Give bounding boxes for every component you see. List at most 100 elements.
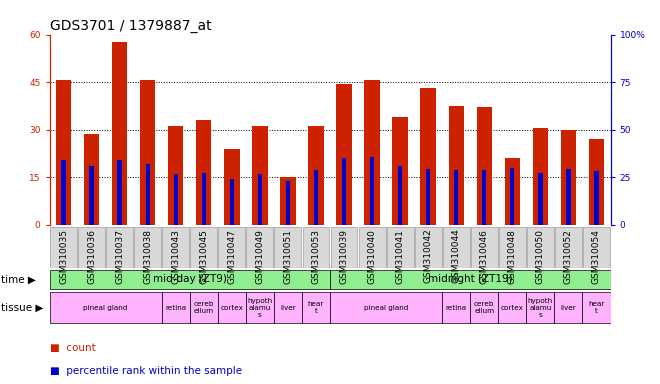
Bar: [555, 227, 582, 268]
Bar: [594, 171, 599, 225]
Bar: [162, 292, 190, 323]
Text: GSM310049: GSM310049: [255, 228, 265, 283]
Text: ■  count: ■ count: [50, 343, 95, 353]
Bar: [140, 81, 155, 225]
Bar: [252, 126, 267, 225]
Bar: [56, 81, 71, 225]
Bar: [50, 292, 162, 323]
Bar: [505, 158, 520, 225]
Bar: [246, 292, 274, 323]
Bar: [510, 168, 515, 225]
Text: pineal gland: pineal gland: [364, 305, 409, 311]
Text: GSM310039: GSM310039: [339, 228, 348, 284]
Bar: [337, 84, 352, 225]
Text: hear
t: hear t: [308, 301, 324, 314]
Bar: [257, 174, 262, 225]
Text: GSM310046: GSM310046: [480, 228, 489, 283]
Text: GSM310041: GSM310041: [395, 228, 405, 283]
Text: ■  percentile rank within the sample: ■ percentile rank within the sample: [50, 366, 242, 376]
Bar: [449, 106, 464, 225]
Bar: [477, 108, 492, 225]
Bar: [364, 81, 380, 225]
Bar: [218, 292, 246, 323]
Bar: [471, 227, 498, 268]
Bar: [331, 227, 358, 268]
Bar: [342, 158, 346, 225]
Bar: [499, 227, 526, 268]
Bar: [308, 126, 323, 225]
Bar: [89, 166, 94, 225]
Bar: [414, 227, 442, 268]
Text: liver: liver: [280, 305, 296, 311]
Bar: [330, 270, 610, 289]
Bar: [218, 227, 246, 268]
Bar: [370, 157, 374, 225]
Bar: [387, 227, 414, 268]
Bar: [286, 181, 290, 225]
Bar: [566, 169, 571, 225]
Bar: [61, 160, 66, 225]
Text: GSM310040: GSM310040: [368, 228, 377, 283]
Bar: [426, 169, 430, 225]
Text: cortex: cortex: [220, 305, 244, 311]
Bar: [533, 128, 548, 225]
Bar: [420, 88, 436, 225]
Bar: [168, 126, 183, 225]
Text: liver: liver: [560, 305, 576, 311]
Text: retina: retina: [446, 305, 467, 311]
Bar: [190, 292, 218, 323]
Text: GSM310043: GSM310043: [171, 228, 180, 283]
Text: GSM310047: GSM310047: [227, 228, 236, 283]
Text: GSM310037: GSM310037: [115, 228, 124, 284]
Bar: [190, 227, 217, 268]
Text: GSM310050: GSM310050: [536, 228, 545, 284]
Bar: [196, 120, 211, 225]
Bar: [117, 160, 122, 225]
Bar: [230, 179, 234, 225]
Bar: [106, 227, 133, 268]
Bar: [330, 292, 442, 323]
Text: mid-day (ZT9): mid-day (ZT9): [153, 274, 226, 285]
Text: pineal gland: pineal gland: [83, 305, 128, 311]
Text: cereb
ellum: cereb ellum: [193, 301, 214, 314]
Text: GSM310042: GSM310042: [424, 228, 433, 283]
Text: hypoth
alamu
s: hypoth alamu s: [528, 298, 553, 318]
Text: GSM310051: GSM310051: [283, 228, 292, 284]
Bar: [398, 166, 403, 225]
Bar: [280, 177, 296, 225]
Bar: [538, 173, 543, 225]
Bar: [78, 227, 105, 268]
Bar: [246, 227, 273, 268]
Bar: [443, 227, 470, 268]
Bar: [162, 227, 189, 268]
Text: time ▶: time ▶: [1, 274, 36, 285]
Bar: [583, 227, 610, 268]
Bar: [112, 43, 127, 225]
Bar: [145, 164, 150, 225]
Text: retina: retina: [165, 305, 186, 311]
Text: tissue ▶: tissue ▶: [1, 303, 44, 313]
Text: GDS3701 / 1379887_at: GDS3701 / 1379887_at: [50, 19, 211, 33]
Bar: [84, 134, 99, 225]
Text: GSM310048: GSM310048: [508, 228, 517, 283]
Text: GSM310038: GSM310038: [143, 228, 152, 284]
Text: cereb
ellum: cereb ellum: [474, 301, 494, 314]
Bar: [50, 227, 77, 268]
Text: GSM310052: GSM310052: [564, 228, 573, 283]
Bar: [527, 292, 554, 323]
Text: hypoth
alamu
s: hypoth alamu s: [248, 298, 273, 318]
Bar: [393, 117, 408, 225]
Bar: [358, 227, 385, 268]
Bar: [302, 227, 329, 268]
Text: GSM310036: GSM310036: [87, 228, 96, 284]
Bar: [275, 227, 302, 268]
Text: cortex: cortex: [501, 305, 524, 311]
Text: GSM310053: GSM310053: [312, 228, 321, 284]
Bar: [442, 292, 470, 323]
Text: midnight (ZT19): midnight (ZT19): [428, 274, 513, 285]
Bar: [134, 227, 161, 268]
Bar: [201, 173, 206, 225]
Bar: [482, 170, 486, 225]
Bar: [527, 227, 554, 268]
Bar: [498, 292, 527, 323]
